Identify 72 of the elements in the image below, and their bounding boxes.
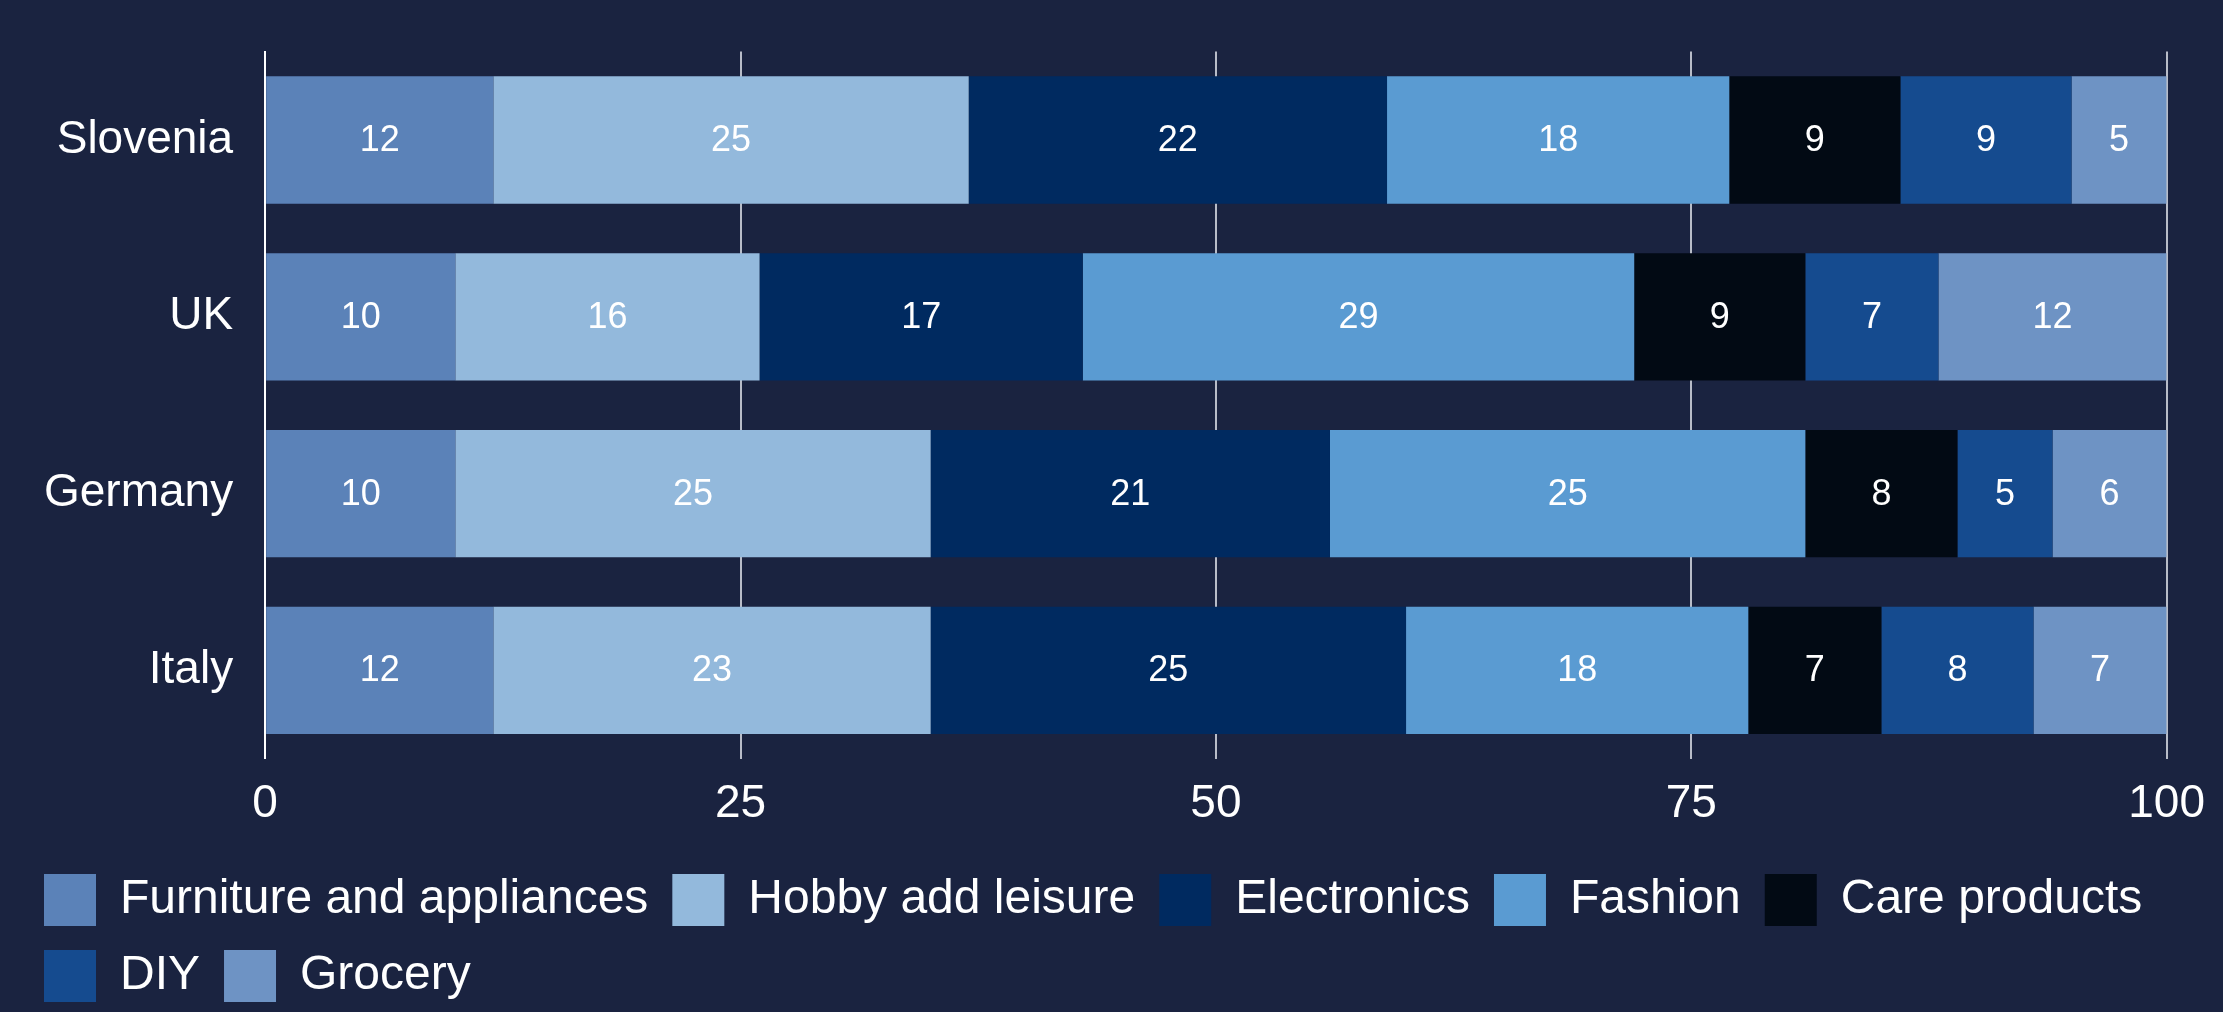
bar — [1805, 429, 1958, 558]
data-label: 16 — [587, 294, 628, 336]
legend-label: Grocery — [300, 946, 471, 1000]
y-tick-label: Germany — [43, 464, 234, 517]
data-label: 25 — [1148, 648, 1189, 690]
bar — [1957, 429, 2053, 558]
data-label: 10 — [340, 294, 381, 336]
data-label: 18 — [1557, 648, 1598, 690]
bar — [1406, 606, 1749, 735]
data-label: 12 — [359, 648, 400, 690]
x-tick-label: 50 — [1190, 775, 1242, 828]
data-label: 8 — [1871, 471, 1892, 513]
data-label: 5 — [2109, 117, 2130, 159]
legend-label: Electronics — [1235, 870, 1470, 924]
bar — [1634, 253, 1806, 381]
x-tick-label: 25 — [714, 775, 767, 828]
bar — [455, 253, 760, 381]
legend-label: DIY — [120, 946, 201, 1000]
data-label: 7 — [2090, 648, 2111, 690]
bar — [266, 606, 494, 735]
x-tick-label: 100 — [2128, 775, 2205, 828]
data-label: 12 — [359, 117, 400, 159]
bar — [266, 429, 456, 558]
bar — [930, 429, 1330, 558]
data-label: 7 — [1804, 648, 1825, 690]
data-label: 17 — [901, 294, 942, 336]
data-label: 18 — [1538, 117, 1579, 159]
y-tick-label: Italy — [148, 641, 234, 694]
legend-label: Care products — [1840, 870, 2143, 924]
legend-label: Fashion — [1569, 870, 1741, 924]
data-label: 10 — [340, 471, 381, 513]
data-label: 8 — [1947, 648, 1968, 690]
bar — [1748, 606, 1882, 735]
data-label: 9 — [1709, 294, 1730, 336]
data-label: 21 — [1110, 471, 1151, 513]
bar — [759, 253, 1083, 381]
bar — [968, 76, 1388, 204]
bar — [1387, 76, 1730, 204]
bar — [2033, 606, 2167, 735]
bar — [2071, 76, 2167, 204]
data-label: 25 — [711, 117, 752, 159]
x-tick-label: 75 — [1665, 775, 1717, 828]
bar — [493, 606, 931, 735]
legend-label: Hobby add leisure — [748, 870, 1136, 924]
data-label: 12 — [2032, 294, 2073, 336]
bar — [266, 253, 456, 381]
bar — [1900, 76, 2072, 204]
data-label: 25 — [672, 471, 714, 513]
bar — [266, 76, 494, 204]
data-label: 25 — [1547, 471, 1588, 513]
bar — [1805, 253, 1939, 381]
data-label: 5 — [1994, 471, 2016, 513]
bar — [1938, 253, 2167, 381]
data-label: 22 — [1157, 117, 1198, 159]
bar — [493, 76, 969, 204]
x-tick-label: 0 — [252, 775, 278, 828]
bar — [1881, 606, 2034, 735]
data-label: 9 — [1975, 117, 1996, 159]
legend-label: Furniture and appliances — [120, 870, 649, 924]
y-tick-label: UK — [169, 287, 234, 340]
bar — [2052, 429, 2167, 558]
y-tick-label: Slovenia — [56, 110, 234, 163]
data-label: 29 — [1338, 294, 1379, 336]
data-label: 23 — [691, 648, 733, 690]
bar — [455, 429, 931, 558]
bar — [1329, 429, 1806, 558]
data-label: 7 — [1861, 294, 1882, 336]
bar — [930, 606, 1407, 735]
data-label: 9 — [1804, 117, 1825, 159]
bar — [1082, 253, 1635, 381]
bar — [1729, 76, 1901, 204]
data-label: 6 — [2099, 471, 2120, 513]
